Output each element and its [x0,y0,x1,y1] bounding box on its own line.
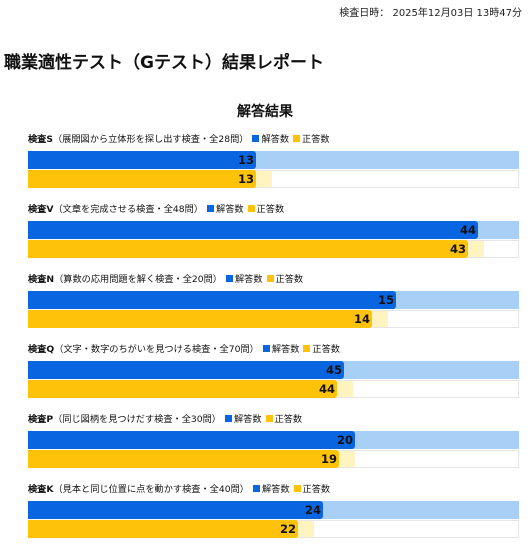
legend-correct: 正答数 [303,341,340,355]
legend-swatch-correct [303,345,311,352]
bar-track-correct: 14 [28,310,519,328]
bar-correct [28,170,256,188]
test-label: 検査S（展開図から立体形を探し出す検査・全28問） 解答数 正答数 [28,131,330,145]
bar-answered [28,501,323,519]
legend-label-answered: 解答数 [234,274,263,285]
test-timestamp: 検査日時： 2025年12月03日 13時47分 [339,8,522,19]
legend-correct: 正答数 [266,271,304,285]
test-label: 検査K（見本と同じ位置に点を動かす検査・全40問） 解答数 正答数 [28,481,330,495]
bar-value-answered: 20 [336,433,353,447]
bar-track-correct: 44 [28,380,519,398]
bar-track-correct: 43 [28,240,519,258]
bar-value-correct: 13 [237,172,254,186]
bar-value-correct: 22 [279,522,296,536]
legend-label-answered: 解答数 [234,414,262,425]
legend-swatch-correct [293,135,301,142]
bar-value-correct: 43 [449,242,466,256]
test-description: （算数の応用問題を解く検査・全20問） [54,274,222,285]
legend-swatch-answered [225,275,233,282]
bar-track-answered: 13 [28,151,519,169]
bar-track-correct: 22 [28,520,519,538]
legend-label-correct: 正答数 [302,484,331,495]
legend-answered: 解答数 [262,341,300,355]
legend-label-correct: 正答数 [312,344,340,355]
legend-label-answered: 解答数 [271,344,300,355]
bar-value-answered: 13 [237,153,254,167]
legend-label-answered: 解答数 [261,484,290,495]
bar-value-answered: 44 [459,223,476,237]
legend-answered: 解答数 [252,131,289,145]
legend-correct: 正答数 [293,481,331,495]
legend-correct: 正答数 [247,201,285,215]
bar-correct [28,310,372,328]
legend-swatch-correct [247,205,255,212]
bar-track-answered: 24 [28,501,519,519]
bar-correct [28,520,298,538]
legend-answered: 解答数 [225,271,263,285]
test-name: 検査N [28,274,55,285]
legend-label-correct: 正答数 [302,134,330,145]
report-title: 職業適性テスト（Gテスト）結果レポート [4,53,324,73]
legend-swatch-answered [252,135,260,142]
legend-swatch-correct [265,415,273,422]
legend-swatch-answered [225,415,232,422]
test-label: 検査P（同じ図柄を見つけだす検査・全30問） 解答数 正答数 [28,411,302,425]
bar-value-correct: 19 [320,452,337,466]
legend-swatch-answered [207,205,215,212]
legend-answered: 解答数 [252,481,290,495]
bar-track-correct: 19 [28,450,519,468]
test-name: 検査S [28,134,53,145]
bar-correct [28,240,468,258]
bar-correct [28,450,339,468]
test-name: 検査K [28,484,54,495]
test-name: 検査V [28,204,54,215]
bar-value-answered: 45 [325,363,342,377]
test-description: （展開図から立体形を探し出す検査・全28問） [53,134,249,145]
legend-answered: 解答数 [225,411,262,425]
test-name: 検査P [28,414,54,425]
legend-swatch-answered [262,345,270,352]
legend-correct: 正答数 [265,411,303,425]
bar-value-correct: 44 [318,382,335,396]
bar-answered [28,291,396,309]
section-heading: 解答結果 [237,104,293,120]
legend-correct: 正答数 [293,131,330,145]
bar-track-answered: 15 [28,291,519,309]
test-label: 検査N（算数の応用問題を解く検査・全20問） 解答数 正答数 [28,271,303,285]
bar-track-answered: 44 [28,221,519,239]
legend-swatch-answered [252,485,260,492]
legend-swatch-correct [266,275,274,282]
test-label: 検査Q（文字・数字のちがいを見つける検査・全70問） 解答数 正答数 [28,341,340,355]
legend-label-answered: 解答数 [216,204,244,215]
test-description: （文章を完成させる検査・全48問） [53,204,204,215]
bar-track-answered: 45 [28,361,519,379]
legend-swatch-correct [293,485,301,492]
legend-label-correct: 正答数 [274,414,303,425]
test-description: （同じ図柄を見つけだす検査・全30問） [53,414,221,425]
test-description: （見本と同じ位置に点を動かす検査・全40問） [53,484,249,495]
test-name: 検査Q [28,344,55,355]
test-description: （文字・数字のちがいを見つける検査・全70問） [54,344,259,355]
bar-answered [28,361,344,379]
bar-track-answered: 20 [28,431,519,449]
bar-answered [28,151,256,169]
bar-answered [28,221,478,239]
bar-correct [28,380,337,398]
test-label: 検査V（文章を完成させる検査・全48問） 解答数 正答数 [28,201,284,215]
legend-answered: 解答数 [207,201,244,215]
bar-track-correct: 13 [28,170,519,188]
legend-label-answered: 解答数 [261,134,290,145]
legend-label-correct: 正答数 [275,274,304,285]
bar-value-correct: 14 [353,312,370,326]
legend-label-correct: 正答数 [256,204,285,215]
bar-value-answered: 15 [377,293,394,307]
bar-answered [28,431,355,449]
bar-value-answered: 24 [304,503,321,517]
